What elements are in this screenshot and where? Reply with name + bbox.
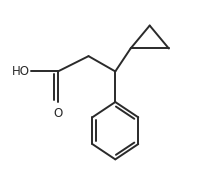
Text: O: O	[53, 107, 63, 120]
Text: HO: HO	[12, 65, 30, 78]
